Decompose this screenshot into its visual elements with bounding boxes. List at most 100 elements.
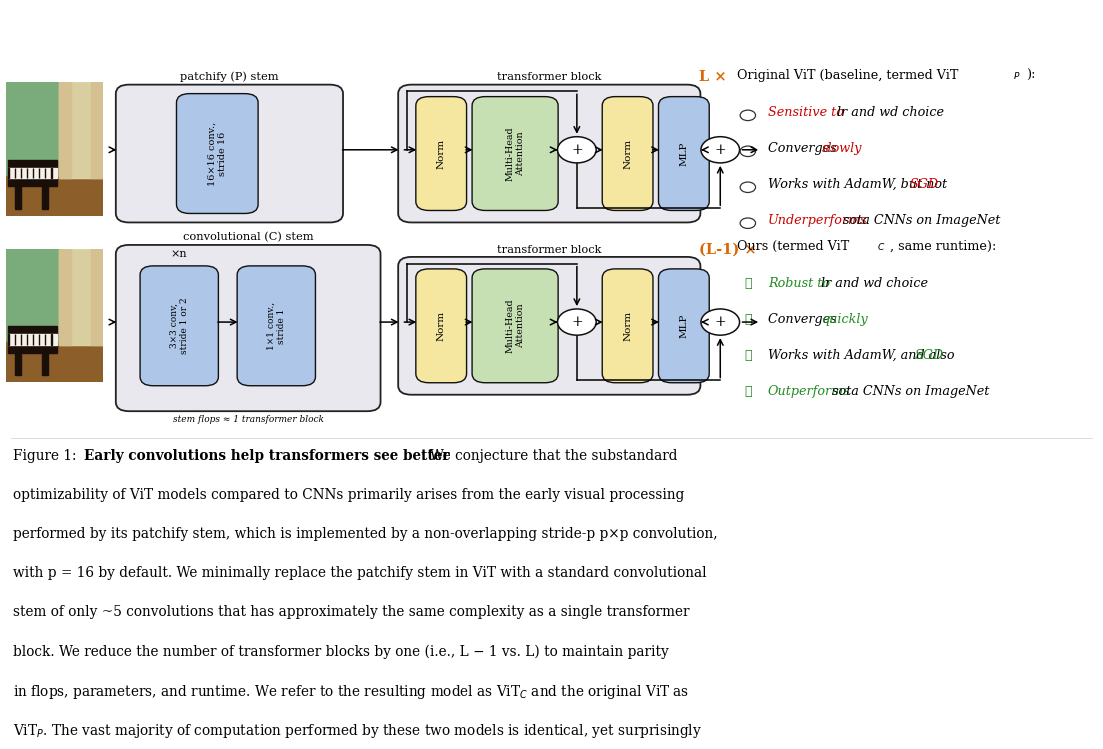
Text: +: +	[571, 315, 582, 329]
Text: (L-1) ×: (L-1) ×	[699, 242, 757, 256]
Text: Sensitive to: Sensitive to	[768, 106, 844, 119]
Text: ✓: ✓	[745, 385, 751, 398]
Text: SGD: SGD	[915, 349, 944, 362]
Text: in flops, parameters, and runtime. We refer to the resulting model as ViT$_C$ an: in flops, parameters, and runtime. We re…	[13, 683, 689, 701]
FancyBboxPatch shape	[176, 94, 258, 213]
Text: performed by its patchify stem, which is implemented by a non-overlapping stride: performed by its patchify stem, which is…	[13, 527, 718, 542]
Circle shape	[740, 218, 756, 228]
FancyBboxPatch shape	[398, 85, 700, 222]
Text: SGD: SGD	[910, 178, 939, 191]
Bar	[6, 176, 103, 216]
Text: Original ViT (baseline, termed ViT: Original ViT (baseline, termed ViT	[737, 69, 959, 82]
Bar	[6, 342, 103, 382]
Text: block. We reduce the number of transformer blocks by one (i.e., L − 1 vs. L) to : block. We reduce the number of transform…	[13, 644, 670, 658]
Text: , same runtime):: , same runtime):	[890, 240, 996, 252]
Bar	[58, 82, 103, 178]
Text: with p = 16 by default. We minimally replace the patchify stem in ViT with a sta: with p = 16 by default. We minimally rep…	[13, 566, 707, 580]
Bar	[9, 334, 57, 345]
Text: Multi-Head
Attention: Multi-Head Attention	[505, 127, 525, 181]
Circle shape	[702, 136, 739, 163]
Text: 1×1 conv.,
stride 1: 1×1 conv., stride 1	[267, 302, 286, 350]
Bar	[90, 82, 103, 178]
Bar	[9, 160, 57, 187]
Text: quickly: quickly	[823, 313, 869, 326]
Circle shape	[558, 136, 596, 163]
Bar	[58, 249, 103, 345]
Bar	[42, 187, 49, 209]
Text: Underperforms: Underperforms	[768, 214, 867, 227]
Text: $_P$: $_P$	[1013, 69, 1020, 82]
Text: convolutional (C) stem: convolutional (C) stem	[183, 232, 313, 243]
Bar	[58, 82, 103, 178]
FancyBboxPatch shape	[602, 269, 653, 383]
Bar	[9, 326, 57, 353]
Bar	[15, 187, 21, 209]
Text: ✓: ✓	[745, 313, 751, 326]
Circle shape	[558, 309, 596, 336]
Circle shape	[740, 182, 756, 192]
Text: Norm: Norm	[437, 139, 446, 169]
Text: ✓: ✓	[745, 277, 751, 290]
Text: optimizability of ViT models compared to CNNs primarily arises from the early vi: optimizability of ViT models compared to…	[13, 488, 685, 503]
Text: Works with AdamW, and also: Works with AdamW, and also	[768, 349, 959, 362]
Text: 3×3 conv,
stride 1 or 2: 3×3 conv, stride 1 or 2	[170, 297, 189, 354]
Circle shape	[702, 309, 739, 336]
Text: Converges: Converges	[768, 142, 840, 155]
Text: slowly: slowly	[823, 142, 863, 155]
Text: Early convolutions help transformers see better: Early convolutions help transformers see…	[84, 449, 449, 464]
Bar	[9, 168, 57, 178]
Bar	[58, 249, 103, 345]
FancyBboxPatch shape	[116, 85, 343, 222]
Bar	[15, 353, 21, 375]
Bar	[58, 82, 71, 178]
Circle shape	[740, 146, 756, 157]
Text: Ours (termed ViT: Ours (termed ViT	[737, 240, 849, 252]
Text: patchify (P) stem: patchify (P) stem	[180, 72, 279, 82]
FancyBboxPatch shape	[416, 269, 467, 383]
Text: L ×: L ×	[699, 70, 727, 84]
FancyBboxPatch shape	[140, 266, 218, 386]
Text: +: +	[715, 143, 726, 157]
FancyBboxPatch shape	[116, 245, 381, 411]
Text: Multi-Head
Attention: Multi-Head Attention	[505, 299, 525, 353]
Text: lr and wd choice: lr and wd choice	[833, 106, 944, 119]
FancyBboxPatch shape	[416, 97, 467, 210]
Text: transformer block: transformer block	[497, 245, 601, 255]
FancyBboxPatch shape	[658, 97, 709, 210]
FancyBboxPatch shape	[398, 257, 700, 395]
Text: ×n: ×n	[171, 249, 188, 259]
Text: Converges: Converges	[768, 313, 840, 326]
Text: Norm: Norm	[623, 311, 632, 341]
Text: transformer block: transformer block	[497, 73, 601, 82]
Text: +: +	[571, 143, 582, 157]
Text: Norm: Norm	[623, 139, 632, 169]
Text: Outperforms: Outperforms	[768, 385, 850, 398]
Text: sota CNNs on ImageNet: sota CNNs on ImageNet	[838, 214, 1000, 227]
Text: $_C$: $_C$	[877, 240, 886, 252]
Text: MLP: MLP	[679, 142, 688, 166]
Text: +: +	[715, 315, 726, 329]
Text: ):: ):	[1026, 69, 1036, 82]
FancyBboxPatch shape	[472, 97, 558, 210]
Circle shape	[740, 110, 756, 121]
Text: 16×16 conv.,
stride 16: 16×16 conv., stride 16	[207, 121, 227, 186]
Text: stem flops ≈ 1 transformer block: stem flops ≈ 1 transformer block	[173, 415, 323, 424]
Text: lr and wd choice: lr and wd choice	[817, 277, 928, 290]
FancyBboxPatch shape	[602, 97, 653, 210]
FancyBboxPatch shape	[472, 269, 558, 383]
Text: ViT$_P$. The vast majority of computation performed by these two models is ident: ViT$_P$. The vast majority of computatio…	[13, 722, 703, 740]
Text: Norm: Norm	[437, 311, 446, 341]
Text: Works with AdamW, but not: Works with AdamW, but not	[768, 178, 951, 191]
Text: sota CNNs on ImageNet: sota CNNs on ImageNet	[827, 385, 989, 398]
Text: MLP: MLP	[679, 314, 688, 338]
Bar	[58, 249, 71, 345]
FancyBboxPatch shape	[658, 269, 709, 383]
FancyBboxPatch shape	[237, 266, 315, 386]
Text: ✓: ✓	[745, 349, 751, 362]
Bar	[42, 353, 49, 375]
Text: stem of only ~5 convolutions that has approximately the same complexity as a sin: stem of only ~5 convolutions that has ap…	[13, 605, 689, 619]
Text: Figure 1:: Figure 1:	[13, 449, 84, 464]
Bar	[90, 249, 103, 345]
Text: Robust to: Robust to	[768, 277, 829, 290]
Text: : We conjecture that the substandard: : We conjecture that the substandard	[421, 449, 678, 464]
